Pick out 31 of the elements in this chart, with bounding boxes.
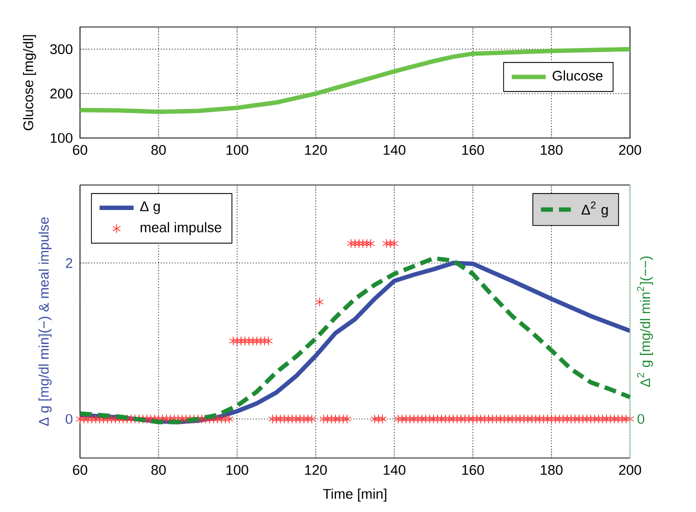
x-tick-label: 100 — [226, 145, 248, 155]
y-tick-label: 100 — [50, 133, 72, 143]
y-tick-label: 2 — [66, 258, 72, 268]
legend-label: Δ$^{2}$ g — [582, 202, 608, 218]
x-tick-label: 160 — [462, 465, 484, 475]
x-tick-label: 160 — [462, 145, 484, 155]
x-tick-label: 200 — [619, 145, 642, 155]
y-tick-label: 0 — [66, 414, 72, 424]
y-axis-title: Δ g [mg/dl min](−) & meal impulse — [38, 217, 52, 426]
x-tick-label: 80 — [151, 145, 166, 155]
text: 0 — [638, 414, 644, 424]
x-tick-label: 60 — [72, 145, 88, 155]
x-tick-label: 140 — [384, 465, 406, 475]
x-tick-label: 140 — [384, 145, 406, 155]
x-tick-label: 120 — [305, 145, 327, 155]
x-tick-label: 180 — [540, 465, 563, 475]
x-tick-label: 200 — [619, 465, 642, 475]
legend-label: Δ g — [140, 202, 160, 214]
x-tick-label: 120 — [305, 465, 327, 475]
x-tick-label: 100 — [226, 465, 248, 475]
line-series — [80, 47, 630, 114]
legend-label: meal impulse — [140, 222, 222, 236]
x-tick-label: 180 — [540, 145, 563, 155]
x-tick-label: 80 — [151, 465, 166, 475]
legend-label: Glucose — [552, 70, 603, 81]
x-tick-label: 60 — [72, 465, 88, 475]
y2-axis-title: Δ$^{2}$ g [mg/dl min$^{2}$](−−) — [637, 256, 653, 387]
y-tick-label: 200 — [50, 88, 72, 99]
y-tick-label: 300 — [50, 44, 72, 54]
y-axis-title: Glucose [mg/dl] — [23, 35, 36, 130]
x-axis-title: Time [min] — [323, 488, 386, 502]
